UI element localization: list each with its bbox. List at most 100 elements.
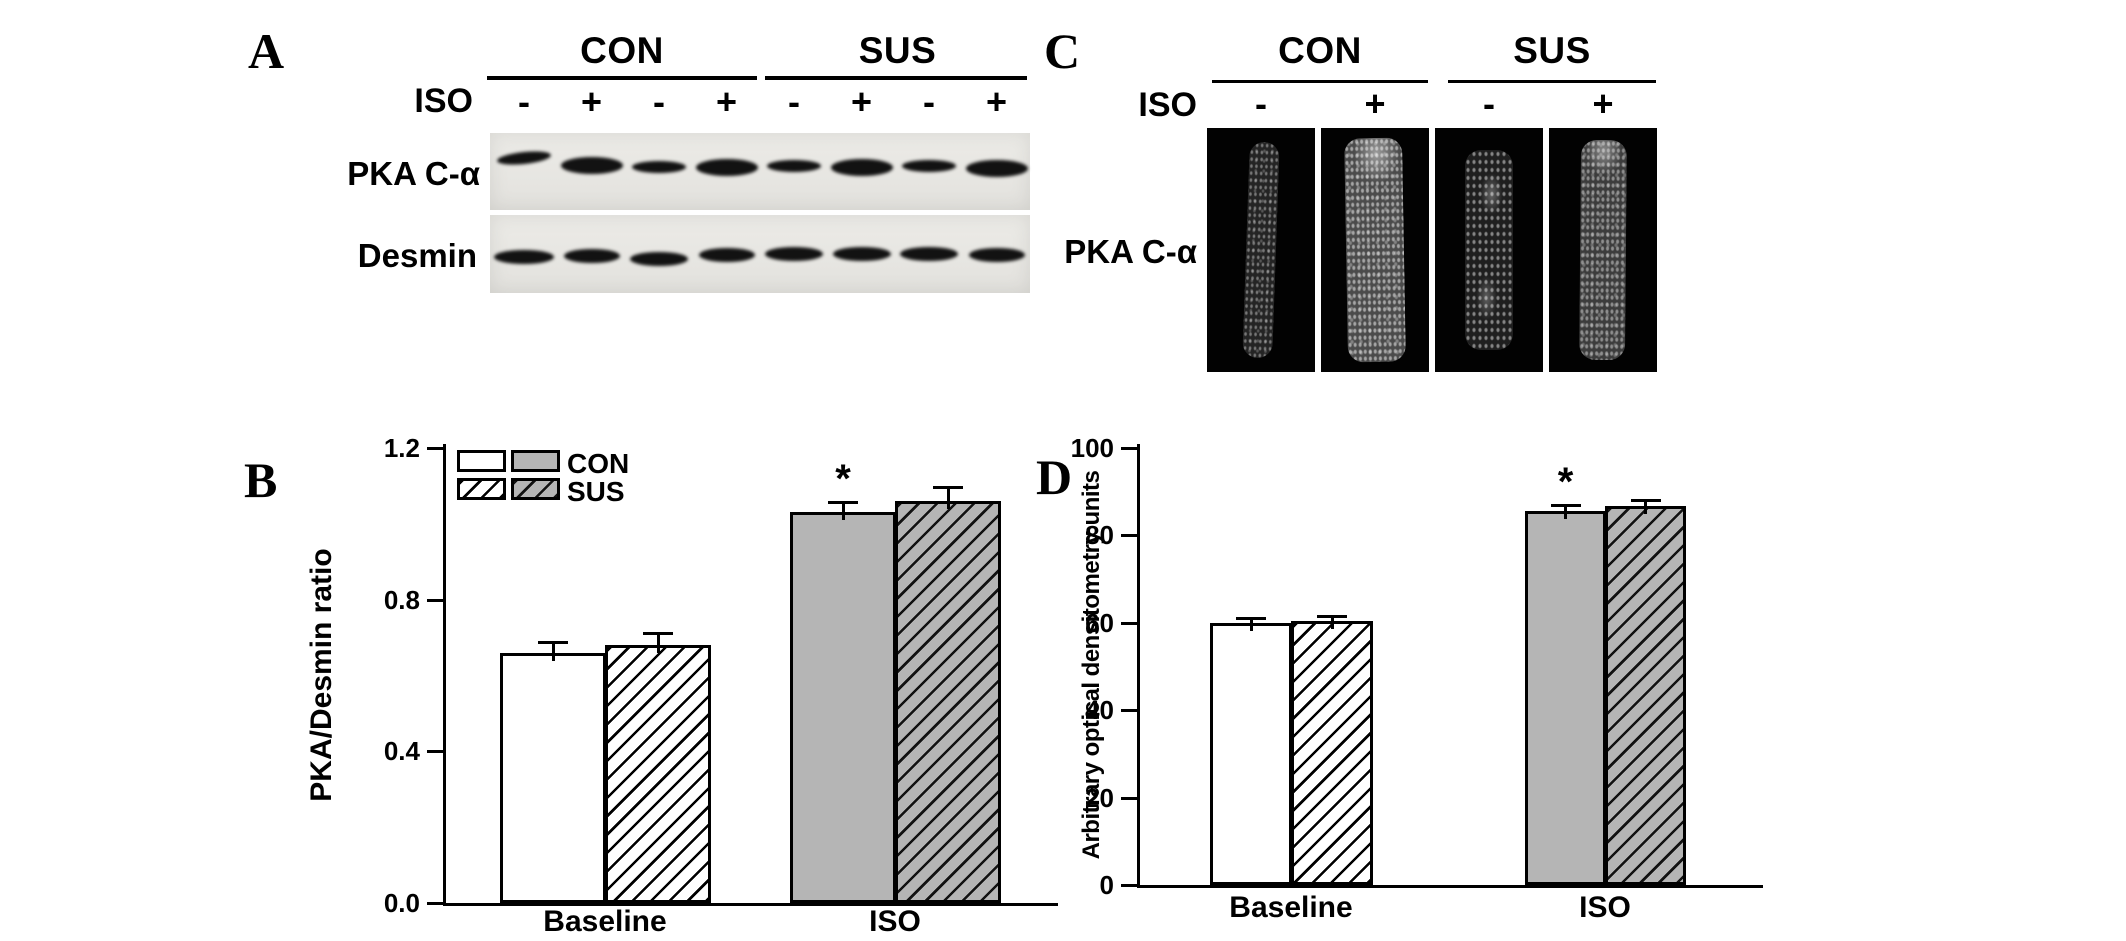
panel-c-pka-label: PKA C-α (1064, 233, 1197, 270)
legend-swatch-sus-iso (511, 478, 560, 500)
panel-a-letter: A (248, 23, 285, 79)
chart-b-y-axis-title: PKA/Desmin ratio (305, 548, 338, 802)
chart-d-category-label: ISO (1579, 891, 1631, 924)
muscle-fiber-image (1465, 150, 1513, 350)
chart-b-y-axis (443, 444, 446, 906)
chart-d-error-bar-stem (1330, 614, 1334, 630)
panel-d-letter: D (1036, 449, 1073, 505)
pka-band (830, 158, 893, 176)
chart-b-error-bar-stem (946, 485, 950, 510)
chart-b-y-tick (427, 902, 443, 905)
legend-swatch-con-baseline (457, 450, 506, 472)
micrograph-con-plus (1321, 128, 1429, 372)
chart-d-y-tick (1121, 447, 1137, 450)
chart-d-error-bar-stem (1564, 503, 1567, 520)
desmin-band (968, 248, 1025, 262)
legend-label-sus: SUS (567, 476, 625, 507)
chart-d-significance-marker: * (1557, 459, 1574, 504)
panel-a-lane-symbol: + (580, 81, 603, 122)
chart-d-y-tick-label: 60 (1085, 607, 1114, 638)
chart-d-y-tick (1121, 534, 1137, 538)
chart-b-significance-marker: * (835, 457, 851, 502)
chart-d-error-bar-cap (1550, 503, 1581, 507)
pka-band (902, 160, 956, 172)
panel-c-group-sus: SUS (1513, 30, 1591, 71)
panel-c-lane-symbol: + (1592, 83, 1614, 124)
pka-band (767, 160, 821, 172)
panel-a-lane-symbol: - (518, 81, 530, 122)
muscle-fiber-image (1344, 137, 1406, 363)
panel-a-con-underline (487, 76, 757, 80)
panel-a-lane-symbol: - (923, 81, 935, 122)
desmin-band (630, 252, 688, 266)
pka-band (965, 159, 1028, 177)
chart-b-bar-iso-con (790, 512, 896, 903)
chart-d-y-tick (1121, 621, 1137, 625)
pka-band (632, 161, 686, 173)
chart-b-error-bar-stem (656, 631, 660, 654)
micrograph-con-minus (1207, 128, 1315, 372)
chart-b-x-axis (443, 903, 1058, 906)
chart-d-bar-baseline-sus (1291, 621, 1373, 885)
panel-a-desmin-label: Desmin (357, 237, 477, 274)
muscle-fiber-image (1242, 141, 1280, 359)
chart-b-y-tick-label: 1.2 (383, 433, 420, 463)
micrograph-sus-plus (1549, 128, 1657, 372)
chart-b-error-bar-cap (828, 501, 858, 505)
chart-d-y-tick-label: 80 (1085, 520, 1114, 551)
panel-a-lane-symbol: - (788, 81, 800, 122)
chart-b-category-label: Baseline (543, 905, 667, 938)
panel-c-con-underline (1212, 80, 1428, 83)
panel-a-lane-symbol: + (985, 81, 1008, 122)
chart-b-y-tick (427, 598, 443, 602)
panel-a-iso-label: ISO (414, 82, 473, 120)
panel-c-lane-symbol: + (1364, 83, 1386, 124)
legend-swatch-sus-baseline (457, 478, 506, 500)
chart-b-error-bar-cap (933, 485, 963, 489)
chart-d-y-axis-title: Arbitrary optical densitometry units (1078, 470, 1105, 860)
chart-d-y-tick (1121, 709, 1137, 713)
chart-d-x-axis (1137, 885, 1763, 888)
chart-b-bar-baseline-sus (605, 645, 711, 903)
desmin-band (900, 247, 958, 261)
panel-c-iso-label: ISO (1138, 86, 1197, 124)
legend-swatch-con-iso (511, 450, 560, 472)
chart-b-y-tick-label: 0.0 (383, 888, 420, 918)
desmin-band (698, 248, 755, 262)
panel-a-sus-underline (765, 76, 1027, 80)
chart-b-error-bar-stem (551, 641, 555, 661)
panel-c-lane-symbol: - (1255, 83, 1267, 124)
panel-a-pka-label: PKA C-α (347, 155, 480, 192)
chart-b-bar-iso-sus (895, 501, 1001, 903)
chart-d-y-tick (1121, 884, 1137, 887)
chart-b-y-tick-label: 0.4 (383, 736, 420, 767)
chart-d-error-bar-stem (1644, 499, 1647, 515)
panel-a-lane-symbol: + (850, 81, 873, 122)
panel-a-lane-symbol: - (653, 81, 665, 122)
chart-b-error-bar-cap (643, 631, 673, 635)
chart-d-error-bar-cap (1317, 614, 1347, 618)
chart-d-error-bar-stem (1249, 616, 1253, 631)
desmin-band (563, 249, 620, 263)
panel-c-lane-symbol: - (1483, 83, 1495, 124)
desmin-band (494, 250, 554, 264)
panel-a-group-con: CON (580, 30, 664, 71)
pka-band (695, 158, 758, 176)
panel-a-lane-symbol: + (715, 81, 738, 122)
desmin-band (765, 247, 823, 261)
chart-d-y-axis (1137, 444, 1140, 888)
chart-b-y-tick (427, 447, 443, 450)
micrograph-sus-minus (1435, 128, 1543, 372)
chart-d-bar-baseline-con (1210, 622, 1292, 885)
panel-b-letter: B (244, 452, 278, 508)
chart-d-error-bar-cap (1630, 499, 1661, 503)
chart-b-bar-baseline-con (500, 652, 606, 903)
chart-b-category-label: ISO (869, 905, 921, 938)
desmin-band (832, 247, 891, 261)
chart-b-y-tick-label: 0.8 (383, 584, 420, 615)
panel-c-sus-underline (1448, 80, 1656, 83)
chart-d-y-tick-label: 40 (1085, 695, 1114, 726)
chart-d-error-bar-cap (1236, 616, 1266, 620)
chart-b-error-bar-cap (538, 641, 568, 645)
